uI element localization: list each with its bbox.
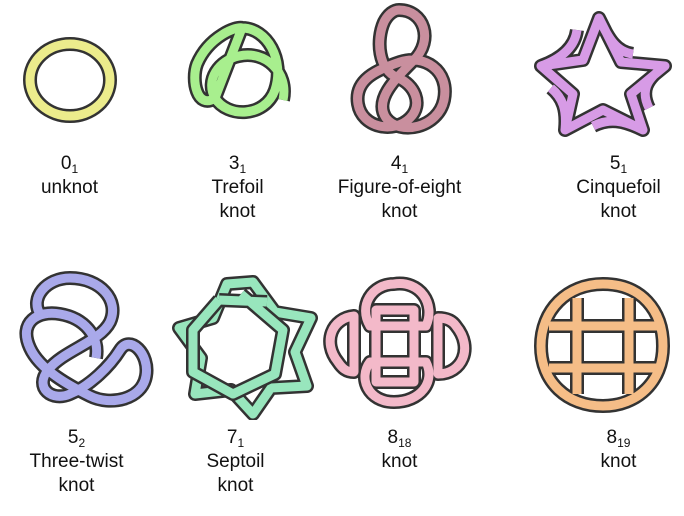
knot-cell-cinquefoil: 51 Cinquefoil knot: [513, 0, 684, 224]
knot-name-line: Trefoil: [211, 177, 264, 198]
knot-strand: [534, 277, 670, 413]
knot-notation: 52: [67, 427, 86, 450]
knot-caption: 818 knot: [314, 426, 485, 474]
knot-notation: 819: [606, 427, 631, 450]
knot-name-line: knot: [600, 201, 637, 222]
knot-name-line: knot: [600, 451, 637, 472]
knot-caption: 52 Three-twist knot: [0, 426, 171, 498]
knot-cell-8-19: 819 knot: [513, 270, 684, 474]
knot-cell-8-18: 818 knot: [314, 270, 485, 474]
knot-cell-unknot: 01 unknot: [0, 0, 171, 200]
knot-name-line: unknot: [40, 177, 99, 198]
knot-strand: [19, 271, 154, 408]
knot-name-line: Septoil: [206, 451, 265, 472]
knot-8-18-diagram: [323, 276, 472, 409]
knot-caption: 71 Septoil knot: [143, 426, 328, 498]
knot-notation: 51: [609, 153, 628, 176]
knot-notation: 41: [390, 153, 409, 176]
trefoil-diagram: [187, 20, 291, 119]
knot-name-line: Cinquefoil: [576, 177, 661, 198]
knot-strand: [187, 20, 291, 119]
knot-name-line: knot: [381, 201, 418, 222]
knot-caption: 51 Cinquefoil knot: [553, 152, 684, 224]
three-twist-diagram: [19, 271, 154, 408]
knot-cell-septoil: 71 Septoil knot: [157, 270, 328, 498]
knot-caption: 01 unknot: [0, 152, 171, 200]
knot-name-line: knot: [58, 475, 95, 496]
knot-name-line: knot: [217, 475, 254, 496]
knot-name-line: Three-twist: [29, 451, 124, 472]
cinquefoil-diagram: [534, 11, 672, 137]
knot-notation: 71: [226, 427, 245, 450]
knot-name-line: Figure-of-eight: [337, 177, 462, 198]
knot-cell-figure-eight: 41 Figure-of-eight knot: [314, 0, 485, 224]
knot-caption: 41 Figure-of-eight knot: [314, 152, 485, 224]
knot-strand: [350, 3, 452, 135]
knot-notation: 31: [228, 153, 247, 176]
knot-name-line: knot: [219, 201, 256, 222]
knot-notation: 01: [60, 153, 79, 176]
knot-strand: [534, 11, 672, 137]
knot-notation: 818: [387, 427, 412, 450]
knot-caption: 31 Trefoil knot: [147, 152, 328, 224]
knot-cell-three-twist: 52 Three-twist knot: [0, 270, 171, 498]
unknot-diagram: [23, 37, 117, 123]
septoil-diagram: [172, 275, 318, 420]
figure-eight-diagram: [350, 3, 452, 135]
knot-cell-trefoil: 31 Trefoil knot: [157, 0, 328, 224]
knot-name-line: knot: [381, 451, 418, 472]
knot-caption: 819 knot: [553, 426, 684, 474]
knot-8-19-diagram: [534, 277, 670, 413]
knot-strand: [323, 276, 472, 409]
knot-strand: [172, 275, 318, 420]
knot-strand: [23, 37, 117, 123]
